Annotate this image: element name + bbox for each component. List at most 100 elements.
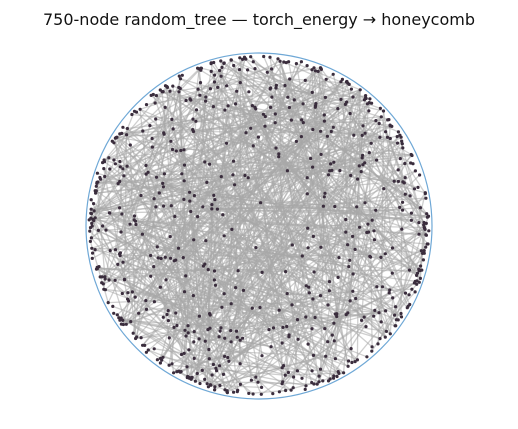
graph-node <box>253 105 257 109</box>
graph-node <box>317 374 321 378</box>
graph-node <box>216 85 220 89</box>
graph-node <box>236 269 240 273</box>
graph-node <box>192 340 196 344</box>
graph-node <box>294 139 298 143</box>
graph-node <box>398 157 402 161</box>
graph-node <box>152 197 156 201</box>
graph-node <box>100 275 104 279</box>
graph-node <box>372 229 376 233</box>
graph-node <box>256 135 260 139</box>
graph-node <box>346 364 350 368</box>
graph-node <box>373 308 377 312</box>
graph-node <box>191 117 195 121</box>
graph-node <box>90 221 94 225</box>
graph-node <box>417 221 421 225</box>
graph-node <box>138 107 142 111</box>
graph-node <box>346 311 350 315</box>
graph-node <box>195 371 199 376</box>
graph-node <box>167 363 171 367</box>
graph-node <box>168 235 172 239</box>
graph-node <box>89 198 93 202</box>
graph-node <box>269 105 273 109</box>
graph-node <box>401 200 405 204</box>
graph-node <box>103 174 107 179</box>
graph-node <box>348 111 352 116</box>
graph-node <box>412 187 417 191</box>
graph-node <box>287 60 291 64</box>
graph-node <box>342 371 346 375</box>
graph-node <box>101 224 105 228</box>
graph-node <box>305 64 309 68</box>
graph-node <box>312 270 316 274</box>
graph-node <box>141 129 145 133</box>
graph-node <box>299 135 303 139</box>
graph-node <box>222 234 226 238</box>
graph-node <box>353 247 357 251</box>
graph-node <box>144 299 148 303</box>
graph-edge <box>290 119 393 274</box>
graph-edge <box>341 79 353 363</box>
graph-node <box>260 270 264 274</box>
graph-node <box>187 348 191 352</box>
graph-edge <box>122 261 381 340</box>
graph-node <box>384 309 388 313</box>
graph-node <box>162 132 166 136</box>
graph-node <box>115 313 119 317</box>
graph-node <box>144 103 149 107</box>
graph-node <box>125 133 129 137</box>
graph-node <box>274 146 278 150</box>
graph-node <box>322 195 326 199</box>
graph-node <box>184 98 188 103</box>
graph-edge <box>189 98 304 105</box>
graph-node <box>274 86 278 90</box>
graph-node <box>165 85 170 89</box>
graph-node <box>337 256 341 260</box>
graph-node <box>149 253 153 258</box>
graph-node <box>316 69 320 73</box>
graph-node <box>358 88 362 92</box>
graph-node <box>101 282 105 286</box>
graph-node <box>254 246 258 250</box>
graph-node <box>422 220 426 225</box>
graph-node <box>348 299 352 303</box>
graph-node <box>179 370 183 374</box>
graph-edge <box>151 138 386 338</box>
graph-node <box>149 274 153 278</box>
graph-node <box>107 211 112 215</box>
graph-node <box>102 287 106 291</box>
graph-node <box>144 163 148 168</box>
graph-node <box>180 73 184 77</box>
graph-node <box>220 305 224 309</box>
graph-node <box>230 227 234 231</box>
graph-node <box>144 307 149 311</box>
graph-node <box>128 222 132 226</box>
graph-node <box>324 354 328 358</box>
graph-node <box>259 392 263 396</box>
graph-node <box>162 172 166 176</box>
graph-node <box>208 326 212 330</box>
graph-edge <box>255 140 403 378</box>
graph-node <box>111 304 115 308</box>
graph-node <box>232 390 236 394</box>
graph-edge <box>234 103 313 383</box>
graph-edge <box>204 125 391 163</box>
graph-node <box>314 102 318 106</box>
graph-node <box>238 81 242 85</box>
graph-node <box>253 67 257 71</box>
graph-edge <box>93 219 425 229</box>
graph-node <box>152 347 156 351</box>
graph-node <box>194 119 198 123</box>
graph-node <box>310 380 314 385</box>
graph-node <box>234 286 238 290</box>
graph-node <box>128 143 132 147</box>
graph-node <box>372 314 376 318</box>
graph-node <box>403 176 407 180</box>
graph-node <box>162 204 166 208</box>
graph-edge <box>354 248 421 267</box>
graph-node <box>294 62 298 66</box>
graph-node <box>225 391 229 395</box>
graph-node <box>268 55 272 59</box>
graph-node <box>210 373 214 377</box>
graph-node <box>364 325 368 329</box>
graph-node <box>198 81 203 85</box>
